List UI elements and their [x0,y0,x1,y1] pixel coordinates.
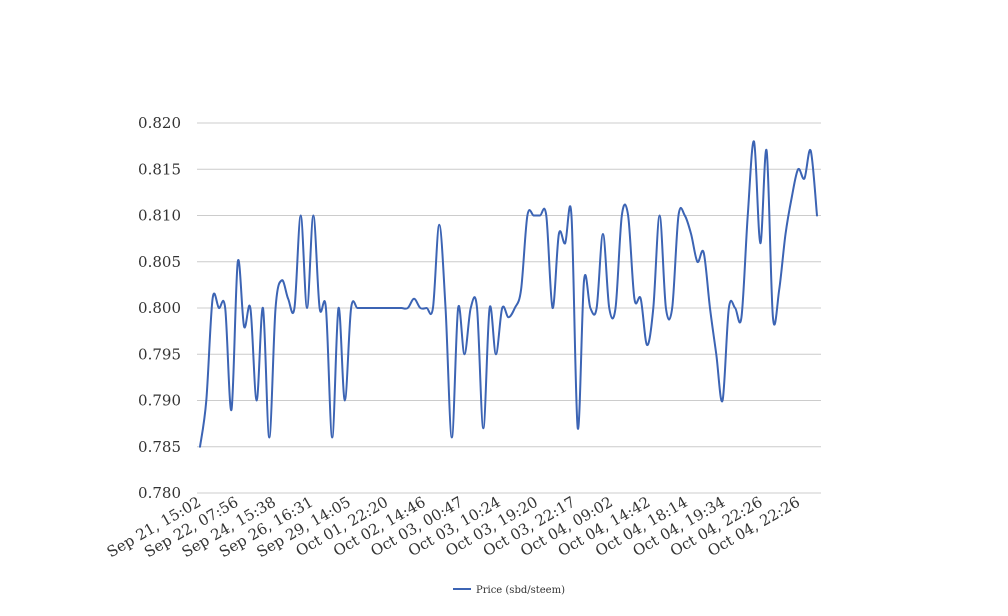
y-tick-label: 0.810 [138,207,181,225]
y-tick-label: 0.805 [138,253,181,271]
legend-label: Price (sbd/steem) [476,585,565,596]
y-tick-label: 0.795 [138,345,181,363]
y-tick-label: 0.820 [138,114,181,132]
y-tick-label: 0.800 [138,299,181,317]
y-tick-label: 0.780 [138,484,181,502]
y-tick-label: 0.815 [138,160,181,178]
legend: Price (sbd/steem) [453,585,565,596]
y-axis-tick-labels: 0.820 0.815 0.810 0.805 0.800 0.795 0.790 0.785… [138,114,181,502]
y-tick-label: 0.790 [138,392,181,410]
series-line-price [199,140,818,448]
series-layer [199,140,818,448]
y-tick-label: 0.785 [138,438,181,456]
